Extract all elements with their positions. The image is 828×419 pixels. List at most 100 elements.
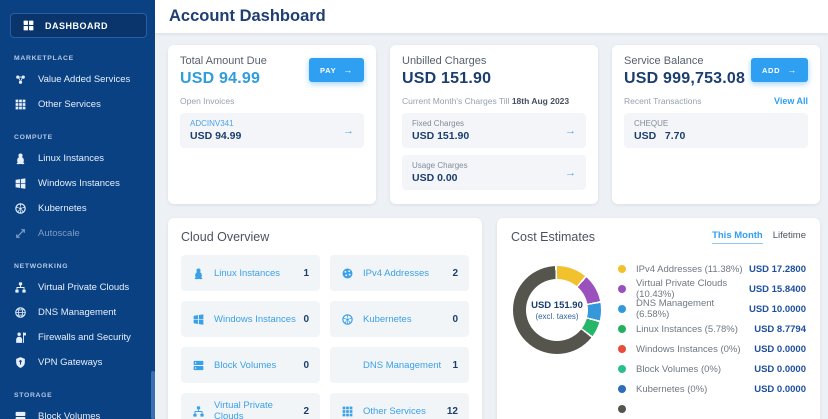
card-cost-estimates: Cost Estimates This Month Lifetime USD 1… bbox=[497, 218, 820, 419]
card-unbilled-charges: Unbilled Charges USD 151.90 Current Mont… bbox=[390, 45, 598, 204]
donut-total: USD 151.90 bbox=[531, 299, 583, 311]
cloud-item-value: 1 bbox=[303, 267, 309, 279]
charge-row-usage-charges[interactable]: Usage Charges USD 0.00 → bbox=[402, 155, 586, 190]
sidebar-item-label: Block Volumes bbox=[38, 411, 101, 419]
sidebar-item-linux-instances[interactable]: Linux Instances bbox=[0, 146, 155, 171]
charge-row-fixed-charges[interactable]: Fixed Charges USD 151.90 → bbox=[402, 113, 586, 148]
legend-value: USD 0.0000 bbox=[754, 363, 806, 375]
total-due-amount: USD 94.99 bbox=[180, 70, 261, 87]
sidebar-item-label: Firewalls and Security bbox=[38, 332, 131, 343]
cloud-item-label: Virtual Private Clouds bbox=[214, 400, 273, 419]
legend-label: IPv4 Addresses (11.38%) bbox=[636, 263, 743, 275]
legend-value: USD 0.0000 bbox=[754, 383, 806, 395]
sidebar-item-vpn-gateways[interactable]: VPN Gateways bbox=[0, 350, 155, 375]
legend-dot-icon bbox=[618, 365, 626, 373]
cloud-item-windows-instances[interactable]: Windows Instances 0 bbox=[181, 301, 320, 337]
charge-amount: USD 0.00 bbox=[412, 172, 458, 184]
cloud-item-linux-instances[interactable]: Linux Instances 1 bbox=[181, 255, 320, 291]
pay-button-label: PAY bbox=[320, 65, 337, 75]
sidebar-item-virtual-private-clouds[interactable]: Virtual Private Clouds bbox=[0, 275, 155, 300]
card-total-amount-due: Total Amount Due USD 94.99 PAY → Open In… bbox=[168, 45, 376, 204]
sidebar-item-kubernetes[interactable]: Kubernetes bbox=[0, 196, 155, 221]
donut-center: USD 151.90 (excl. taxes) bbox=[526, 279, 588, 341]
sidebar-item-block-volumes[interactable]: Block Volumes bbox=[0, 404, 155, 419]
cloud-item-kubernetes[interactable]: Kubernetes 0 bbox=[330, 301, 469, 337]
sidebar-item-label: Value Added Services bbox=[38, 74, 131, 85]
sidebar-item-label: Kubernetes bbox=[38, 203, 87, 214]
sidebar-item-other-services[interactable]: Other Services bbox=[0, 92, 155, 117]
cloud-item-other-services[interactable]: Other Services 12 bbox=[330, 393, 469, 419]
view-all-link[interactable]: View All bbox=[773, 96, 808, 106]
card-title: Unbilled Charges bbox=[402, 55, 487, 67]
volumes-icon bbox=[192, 359, 205, 372]
arrow-right-icon: → bbox=[565, 124, 576, 137]
pay-button[interactable]: PAY → bbox=[309, 58, 364, 82]
cloud-item-dns-management[interactable]: DNS Management 1 bbox=[330, 347, 469, 383]
legend-row-virtual-private-clouds-10-43-: Virtual Private Clouds (10.43%) USD 15.8… bbox=[618, 278, 806, 300]
transaction-type: CHEQUE bbox=[634, 119, 669, 128]
sidebar-scrollbar-thumb[interactable] bbox=[151, 371, 155, 419]
nav-section-label: COMPUTE bbox=[14, 134, 53, 141]
cloud-item-value: 0 bbox=[303, 359, 309, 371]
kubernetes-icon bbox=[341, 313, 354, 326]
invoice-code: ADCINV341 bbox=[190, 119, 234, 128]
cloud-item-value: 0 bbox=[303, 313, 309, 325]
cloud-item-value: 0 bbox=[452, 313, 458, 325]
sidebar-item-dashboard[interactable]: DASHBOARD bbox=[10, 13, 147, 38]
cloud-item-block-volumes[interactable]: Block Volumes 0 bbox=[181, 347, 320, 383]
card-service-balance: Service Balance USD 999,753.08 ADD → Rec… bbox=[612, 45, 820, 204]
legend-row-kubernetes-0-: Kubernetes (0%) USD 0.0000 bbox=[618, 379, 806, 399]
volumes-icon bbox=[14, 410, 27, 419]
sidebar-item-autoscale[interactable]: Autoscale bbox=[0, 221, 155, 246]
nav-section-label: STORAGE bbox=[14, 392, 53, 399]
legend-label: Block Volumes (0%) bbox=[636, 363, 722, 375]
legend-row-dns-management-6-58-: DNS Management (6.58%) USD 10.0000 bbox=[618, 298, 806, 320]
tab-lifetime[interactable]: Lifetime bbox=[772, 230, 806, 241]
cloud-item-label: Block Volumes bbox=[214, 359, 277, 371]
sidebar-item-windows-instances[interactable]: Windows Instances bbox=[0, 171, 155, 196]
cloud-overview-title: Cloud Overview bbox=[181, 230, 270, 244]
unbilled-items: Fixed Charges USD 151.90 → Usage Charges… bbox=[402, 113, 586, 190]
add-button[interactable]: ADD → bbox=[750, 58, 808, 82]
invoice-amount: USD 94.99 bbox=[190, 130, 242, 142]
legend-row-block-volumes-0-: Block Volumes (0%) USD 0.0000 bbox=[618, 359, 806, 379]
nav-section-label: MARKETPLACE bbox=[14, 55, 74, 62]
card-title: Service Balance bbox=[624, 55, 704, 67]
cloud-item-virtual-private-clouds[interactable]: Virtual Private Clouds 2 bbox=[181, 393, 320, 419]
sidebar-item-label: Linux Instances bbox=[38, 153, 105, 164]
vpc-icon bbox=[14, 281, 27, 294]
linux-icon bbox=[14, 152, 27, 165]
arrow-right-icon: → bbox=[565, 166, 576, 179]
legend-dot-icon bbox=[618, 265, 626, 273]
transaction-amount: USD 7.70 bbox=[634, 130, 686, 142]
legend-value: USD 10.0000 bbox=[748, 303, 806, 315]
cloud-item-value: 12 bbox=[446, 405, 458, 417]
legend-dot-icon bbox=[618, 305, 626, 313]
sidebar-item-firewalls-and-security[interactable]: Firewalls and Security bbox=[0, 325, 155, 350]
sidebar-item-dns-management[interactable]: DNS Management bbox=[0, 300, 155, 325]
legend-row bbox=[618, 399, 806, 419]
legend-row-windows-instances-0-: Windows Instances (0%) USD 0.0000 bbox=[618, 339, 806, 359]
firewall-icon bbox=[14, 331, 27, 344]
legend-value: USD 15.8400 bbox=[748, 283, 806, 295]
charge-label: Fixed Charges bbox=[412, 119, 465, 128]
sidebar-item-label: VPN Gateways bbox=[38, 357, 103, 368]
legend-label: DNS Management (6.58%) bbox=[636, 298, 715, 320]
cloud-item-label: Kubernetes bbox=[363, 313, 412, 325]
invoice-row[interactable]: ADCINV341 USD 94.99 → bbox=[180, 113, 364, 148]
arrow-right-icon: → bbox=[787, 65, 797, 75]
tab-this-month[interactable]: This Month bbox=[712, 230, 763, 244]
legend-row-ipv4-addresses-11-38-: IPv4 Addresses (11.38%) USD 17.2800 bbox=[618, 259, 806, 279]
sidebar-item-label: DNS Management bbox=[38, 307, 117, 318]
cost-estimates-title: Cost Estimates bbox=[511, 230, 596, 244]
windows-icon bbox=[14, 177, 27, 190]
service-balance-amount: USD 999,753.08 bbox=[624, 70, 746, 87]
kubernetes-icon bbox=[14, 202, 27, 215]
cloud-item-label: Windows Instances bbox=[214, 313, 296, 325]
top-bar: Account Dashboard bbox=[155, 0, 828, 33]
sidebar-item-label: Autoscale bbox=[38, 228, 80, 239]
sidebar-item-value-added-services[interactable]: Value Added Services bbox=[0, 67, 155, 92]
grid9-icon bbox=[341, 405, 354, 418]
cloud-item-ipv4-addresses[interactable]: IPv4 Addresses 2 bbox=[330, 255, 469, 291]
card-title: Total Amount Due bbox=[180, 55, 267, 67]
